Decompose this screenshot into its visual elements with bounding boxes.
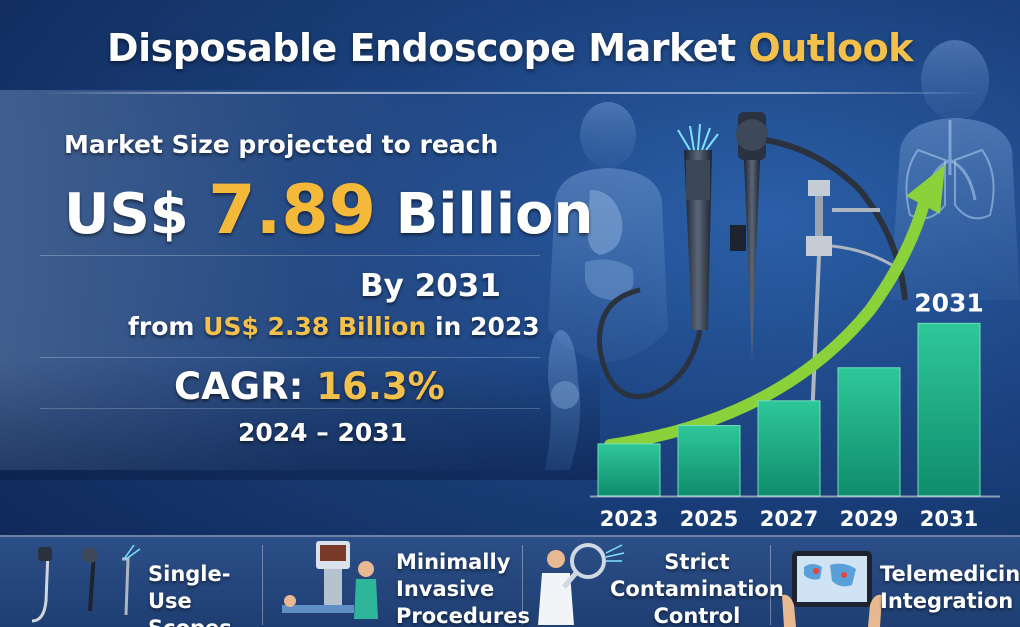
feature-label-line: Scopes — [148, 615, 262, 627]
market-size-value: US$ 7.89 Billion — [64, 176, 593, 250]
x-tick-label: 2031 — [920, 507, 978, 531]
x-tick-label: 2029 — [840, 507, 898, 531]
highlight-label: 2031 — [914, 288, 984, 317]
base-value-line: from US$ 2.38 Billion in 2023 — [128, 312, 540, 341]
cagr-label: CAGR: — [174, 365, 304, 408]
title-divider — [40, 92, 980, 94]
fiber-optic-scope-icon — [597, 123, 719, 399]
page-title: Disposable Endoscope Market Outlook — [0, 26, 1020, 70]
torso-silhouette-icon — [548, 102, 668, 362]
feature-label-line: Integration — [880, 589, 1014, 613]
bar-2031 — [917, 322, 981, 497]
title-main: Disposable Endoscope Market — [107, 26, 736, 70]
surgery-icon — [282, 541, 378, 619]
forecast-period: 2024 – 2031 — [238, 418, 408, 447]
base-value: US$ 2.38 Billion — [203, 312, 427, 341]
market-bar-chart: 2023 2025 2027 2029 2031 2031 — [590, 288, 1000, 531]
bar-2029 — [837, 367, 901, 497]
feature-label-line: Telemedicine — [880, 562, 1020, 586]
feature-label-line: Contamination — [610, 577, 784, 601]
base-year: in 2023 — [434, 312, 540, 341]
feature-label: Telemedicine Integration — [880, 561, 1020, 615]
x-tick-label: 2027 — [760, 507, 818, 531]
feature-minimally-invasive: Minimally Invasive Procedures — [262, 537, 530, 627]
feature-label: Single-Use Scopes — [148, 561, 262, 627]
x-tick-label: 2025 — [680, 507, 738, 531]
currency-prefix: US$ — [64, 182, 189, 247]
divider-line — [40, 408, 540, 409]
endoscope-icon — [31, 544, 141, 623]
feature-separator — [770, 545, 771, 625]
market-size-unit: Billion — [395, 182, 594, 247]
bar-2025 — [677, 425, 741, 497]
feature-label-line: Minimally — [396, 550, 511, 574]
market-size-number: 7.89 — [208, 171, 377, 250]
features-strip: Single-Use Scopes Minimally Invasive Pro… — [0, 535, 1020, 627]
feature-label-line: Strict — [664, 550, 730, 574]
divider-line — [40, 255, 540, 256]
feature-separator — [262, 545, 263, 625]
feature-label-line: Invasive — [396, 577, 495, 601]
feature-single-use-scopes: Single-Use Scopes — [0, 537, 262, 627]
cagr-line: CAGR: 16.3% — [174, 365, 445, 408]
bar-2023 — [597, 443, 661, 497]
tablet-map-icon — [782, 551, 882, 627]
feature-label-line: Procedures — [396, 604, 530, 627]
lungs-silhouette-icon — [890, 40, 1020, 300]
bar-2027 — [757, 400, 821, 497]
feature-telemedicine: Telemedicine Integration — [770, 537, 1020, 627]
projection-label: Market Size projected to reach — [64, 130, 499, 159]
title-accent: Outlook — [748, 26, 913, 70]
feature-separator — [522, 545, 523, 625]
background-shade — [0, 360, 600, 480]
target-year: By 2031 — [360, 268, 501, 304]
divider-line — [40, 357, 540, 358]
feature-label-line: Single-Use — [148, 562, 231, 613]
feature-label-line: Control — [653, 604, 741, 627]
illustration-art — [545, 40, 1020, 470]
feature-label: Minimally Invasive Procedures — [396, 549, 530, 627]
doctor-magnifier-icon — [538, 543, 625, 625]
knee-silhouette-icon — [545, 330, 581, 470]
cagr-value: 16.3% — [316, 365, 445, 408]
x-tick-label: 2023 — [600, 507, 658, 531]
from-prefix: from — [128, 312, 195, 341]
feature-label: Strict Contamination Control — [610, 549, 784, 627]
feature-contamination-control: Strict Contamination Control — [522, 537, 784, 627]
